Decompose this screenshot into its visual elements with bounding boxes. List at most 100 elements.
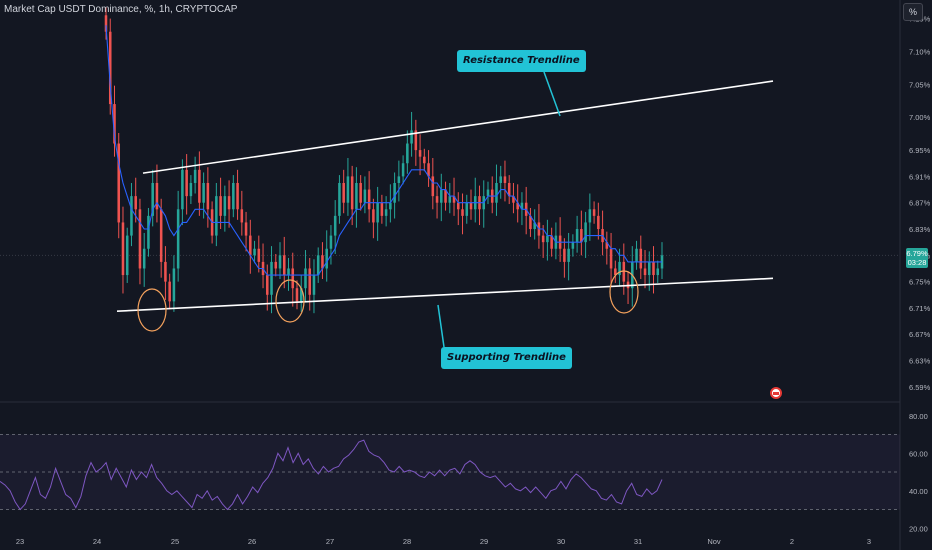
candle-body [299, 288, 303, 302]
moving-average-line [105, 25, 662, 276]
candle-body [533, 222, 536, 230]
time-axis-tick: 31 [634, 537, 642, 546]
candle-body [342, 182, 345, 203]
candle-body [304, 268, 307, 289]
time-axis-tick: 29 [480, 537, 488, 546]
time-axis-tick: 3 [867, 537, 871, 546]
candle-body [104, 15, 108, 32]
candle-body [546, 235, 549, 243]
candle-body [202, 182, 205, 203]
candle-body [622, 261, 626, 282]
candle-body [592, 209, 596, 216]
time-axis-tick: 30 [557, 537, 565, 546]
candle-body [410, 130, 413, 144]
candle-body [423, 156, 426, 164]
candle-body [142, 248, 146, 269]
candle-body [240, 209, 244, 223]
candle-body [567, 248, 570, 262]
candle-body [452, 196, 456, 203]
price-axis-tick: 7.10% [909, 47, 931, 56]
candle-body [389, 202, 392, 210]
last-price-badge: 6.79% 03:28 [906, 248, 928, 268]
candle-body [597, 215, 600, 230]
time-axis-tick: 27 [326, 537, 334, 546]
candle-body [550, 235, 553, 249]
candle-body [584, 222, 587, 243]
price-axis-tick: 6.75% [909, 278, 931, 287]
candle-body [427, 163, 430, 177]
candle-body [507, 182, 511, 197]
candle-body [155, 182, 159, 210]
price-axis-tick: 7.05% [909, 80, 931, 89]
candle-body [372, 209, 375, 223]
candle-body [401, 163, 405, 177]
candle-body [469, 202, 473, 210]
candle-body [130, 196, 133, 236]
candle-body [580, 229, 583, 243]
support-trendline [116, 277, 774, 313]
candle-body [346, 176, 350, 203]
candle-body [609, 248, 613, 269]
candle-body [215, 196, 218, 236]
candle-body [189, 182, 193, 197]
candle-body [295, 288, 299, 302]
candle-body [193, 169, 197, 183]
candle-body [198, 169, 201, 203]
candle-body [355, 182, 358, 210]
candle-body [647, 261, 651, 276]
candle-body [108, 31, 112, 105]
candle-body [457, 202, 460, 210]
price-axis-tick: 6.83% [909, 225, 931, 234]
candle-body [287, 268, 290, 276]
candle-body [168, 281, 171, 302]
price-axis-tick: 6.71% [909, 304, 931, 313]
candle-body [541, 235, 545, 243]
candle-body [635, 248, 638, 262]
time-axis-tick: 2 [790, 537, 794, 546]
candle-body [181, 169, 184, 210]
candle-body [418, 150, 422, 157]
chart-title: Market Cap USDT Dominance, %, 1h, CRYPTO… [4, 4, 238, 15]
percent-icon[interactable]: % [903, 3, 923, 21]
candle-body [253, 248, 256, 256]
price-axis-tick: 6.87% [909, 199, 931, 208]
candle-body [266, 275, 269, 295]
time-axis-tick: 25 [171, 537, 179, 546]
time-axis-tick: 23 [16, 537, 24, 546]
candle-body [363, 189, 367, 203]
candle-body [227, 196, 231, 210]
candle-body [639, 248, 643, 269]
candle-body [134, 196, 137, 210]
candle-body [316, 255, 320, 276]
price-axis-tick: 6.59% [909, 383, 931, 392]
price-axis-tick: 6.63% [909, 357, 931, 366]
time-axis-tick: Nov [707, 537, 721, 546]
candle-body [219, 196, 222, 216]
candle-body [236, 182, 239, 210]
candle-body [113, 104, 116, 144]
time-axis-tick: 24 [93, 537, 101, 546]
support-touch-circle [275, 279, 305, 323]
candle-body [656, 268, 660, 276]
last-price-value: 6.79% [906, 249, 928, 258]
candle-body [121, 222, 125, 276]
candle-body [321, 255, 324, 269]
us-flag-icon[interactable] [770, 387, 782, 399]
candle-body [465, 202, 469, 216]
candle-body [164, 261, 167, 282]
candle-body [495, 182, 498, 203]
time-axis-tick: 28 [403, 537, 411, 546]
price-axis-tick: 7.00% [909, 113, 931, 122]
candle-body [325, 248, 328, 269]
rsi-axis-tick: 40.00 [909, 487, 928, 496]
candle-body [308, 268, 311, 295]
candle-body [185, 169, 188, 197]
candle-body [376, 202, 379, 223]
candle-body [380, 202, 384, 216]
rsi-axis-tick: 80.00 [909, 412, 928, 421]
candle-body [520, 202, 524, 210]
candle-body [575, 229, 579, 243]
resistance-trendline-label: Resistance Trendline [457, 50, 586, 72]
candle-body [232, 182, 235, 210]
